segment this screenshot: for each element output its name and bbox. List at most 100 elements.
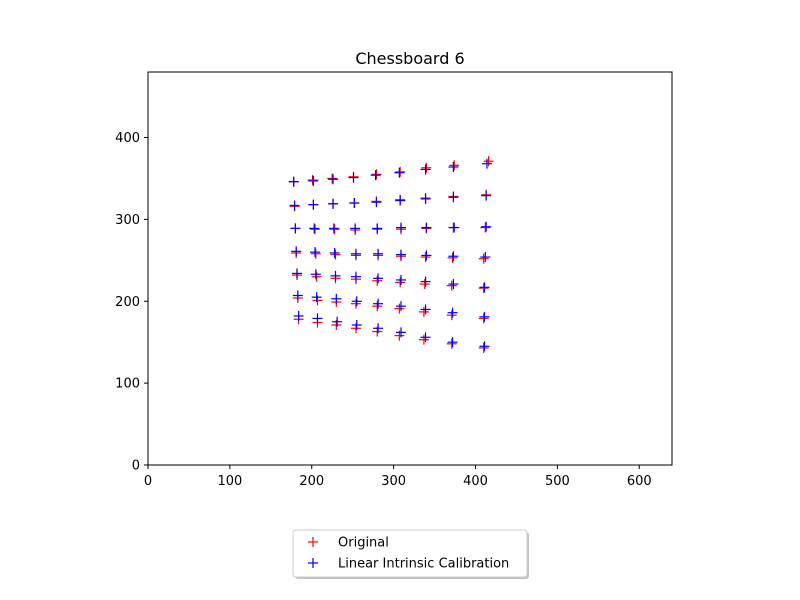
data-point bbox=[348, 172, 359, 183]
data-point bbox=[420, 304, 431, 315]
data-point bbox=[395, 274, 406, 285]
data-point bbox=[483, 156, 494, 167]
data-point bbox=[448, 192, 459, 203]
legend-marker bbox=[308, 537, 318, 547]
data-point bbox=[350, 223, 361, 234]
data-point bbox=[308, 175, 319, 186]
data-point bbox=[481, 158, 492, 169]
data-point bbox=[312, 313, 323, 324]
data-point bbox=[307, 175, 318, 186]
data-point bbox=[446, 280, 457, 291]
x-tick-label: 100 bbox=[217, 474, 242, 489]
y-tick-label: 200 bbox=[115, 295, 140, 310]
data-point bbox=[481, 221, 492, 232]
data-point bbox=[311, 271, 322, 282]
data-point bbox=[373, 273, 384, 284]
data-point bbox=[311, 292, 322, 303]
data-point bbox=[420, 193, 431, 204]
plot-frame bbox=[147, 71, 673, 466]
data-point bbox=[350, 298, 361, 309]
x-tick-label: 600 bbox=[627, 474, 652, 489]
legend: Original Linear Intrinsic Calibration bbox=[292, 529, 529, 579]
legend-label: Linear Intrinsic Calibration bbox=[338, 557, 509, 572]
data-point bbox=[350, 271, 361, 282]
data-point bbox=[395, 166, 406, 177]
data-point bbox=[291, 246, 302, 257]
x-tick-label: 0 bbox=[144, 474, 152, 489]
data-point bbox=[418, 306, 429, 317]
data-point bbox=[478, 313, 489, 324]
data-point bbox=[327, 173, 338, 184]
data-point bbox=[394, 303, 405, 314]
data-point bbox=[293, 310, 304, 321]
data-point bbox=[419, 279, 430, 290]
data-point bbox=[328, 198, 339, 209]
data-point bbox=[448, 161, 459, 172]
data-point bbox=[446, 338, 457, 349]
data-point bbox=[395, 195, 406, 206]
data-point bbox=[479, 311, 490, 322]
legend-label: Original bbox=[338, 536, 389, 551]
data-point bbox=[371, 197, 382, 208]
x-tick-label: 300 bbox=[381, 474, 406, 489]
data-point bbox=[446, 310, 457, 321]
data-point bbox=[418, 334, 429, 345]
legend-box bbox=[292, 529, 528, 578]
data-point bbox=[448, 279, 459, 290]
y-tick-label: 0 bbox=[132, 459, 140, 474]
data-point bbox=[310, 224, 321, 235]
data-point bbox=[289, 200, 300, 211]
data-point bbox=[420, 164, 431, 175]
data-point bbox=[290, 223, 301, 234]
x-tick-label: 500 bbox=[545, 474, 570, 489]
data-point bbox=[447, 337, 458, 348]
data-point bbox=[421, 222, 432, 233]
data-point bbox=[310, 247, 321, 258]
y-tick-label: 100 bbox=[115, 377, 140, 392]
data-point bbox=[309, 223, 320, 234]
data-point bbox=[421, 162, 432, 173]
data-point bbox=[308, 199, 319, 210]
data-point bbox=[329, 247, 340, 258]
data-point bbox=[395, 301, 406, 312]
data-point bbox=[449, 222, 460, 233]
data-point bbox=[447, 252, 458, 263]
data-point bbox=[395, 222, 406, 233]
legend-marker bbox=[308, 558, 318, 568]
data-point bbox=[420, 332, 431, 343]
series-linear-intrinsic-calibration bbox=[288, 158, 492, 352]
data-point bbox=[372, 275, 383, 286]
data-point bbox=[351, 296, 362, 307]
data-point bbox=[395, 249, 406, 260]
data-point bbox=[394, 167, 405, 178]
chart-title: Chessboard 6 bbox=[355, 49, 464, 68]
y-tick-label: 300 bbox=[115, 213, 140, 228]
data-point bbox=[330, 270, 341, 281]
data-point bbox=[372, 223, 383, 234]
data-point bbox=[480, 252, 491, 263]
data-point bbox=[370, 170, 381, 181]
data-point bbox=[288, 176, 299, 187]
data-point bbox=[310, 248, 321, 259]
data-point bbox=[420, 276, 431, 287]
data-point bbox=[292, 290, 303, 301]
data-point bbox=[447, 307, 458, 318]
data-point bbox=[310, 269, 321, 280]
data-point bbox=[448, 251, 459, 262]
data-point bbox=[478, 342, 489, 353]
x-tick-label: 200 bbox=[299, 474, 324, 489]
data-point bbox=[328, 223, 339, 234]
data-point bbox=[373, 323, 384, 334]
data-point bbox=[395, 327, 406, 338]
data-point bbox=[420, 252, 431, 263]
data-point bbox=[350, 248, 361, 259]
data-point bbox=[328, 174, 339, 185]
data-point bbox=[395, 277, 406, 288]
data-point bbox=[329, 224, 340, 235]
data-point bbox=[351, 319, 362, 330]
data-point bbox=[330, 249, 341, 260]
axes: 0 100 200 300 400 500 600 0 100 200 300 400 bbox=[115, 131, 651, 489]
data-point bbox=[371, 169, 382, 180]
x-tick-label: 400 bbox=[463, 474, 488, 489]
